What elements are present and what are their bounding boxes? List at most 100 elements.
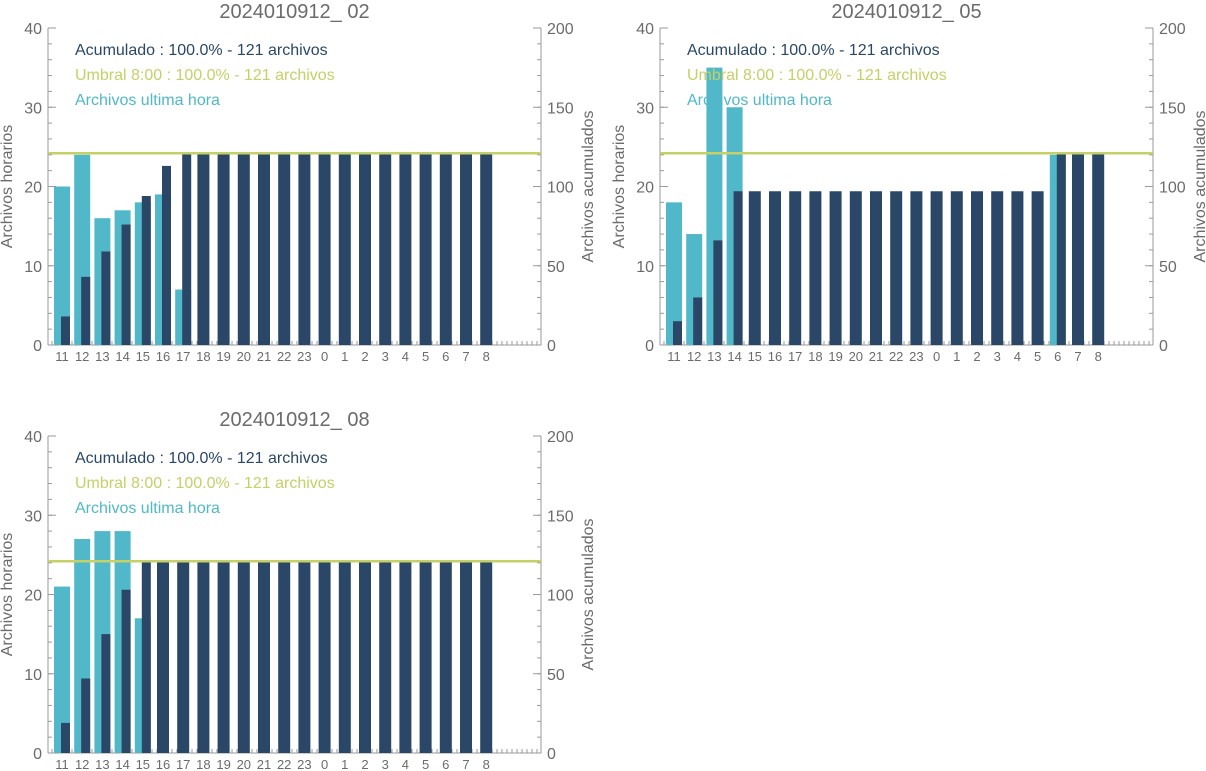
cumulative-bar bbox=[217, 153, 230, 345]
x-tick-label: 13 bbox=[707, 349, 721, 364]
cumulative-bar bbox=[81, 678, 91, 753]
cumulative-bar bbox=[480, 153, 493, 345]
x-tick-label: 23 bbox=[909, 349, 923, 364]
right-tick-label: 150 bbox=[547, 100, 574, 117]
x-tick-label: 6 bbox=[442, 757, 449, 771]
left-tick-label: 20 bbox=[24, 588, 42, 605]
x-tick-label: 21 bbox=[869, 349, 883, 364]
x-tick-label: 3 bbox=[994, 349, 1001, 364]
x-tick-label: 20 bbox=[849, 349, 863, 364]
x-tick-label: 15 bbox=[748, 349, 762, 364]
cumulative-bar bbox=[673, 321, 682, 345]
x-tick-label: 12 bbox=[75, 349, 89, 364]
x-tick-label: 0 bbox=[321, 757, 328, 771]
right-tick-label: 100 bbox=[547, 588, 574, 605]
left-tick-label: 0 bbox=[33, 338, 42, 355]
cumulative-bar bbox=[101, 634, 111, 753]
cumulative-bar bbox=[460, 153, 472, 345]
cumulative-bar bbox=[930, 191, 943, 345]
chart-title: 2024010912_ 05 bbox=[831, 1, 981, 23]
x-tick-label: 8 bbox=[483, 757, 490, 771]
hourly-bar bbox=[54, 186, 70, 345]
cumulative-bar bbox=[141, 196, 151, 345]
x-tick-label: 19 bbox=[828, 349, 842, 364]
cumulative-bar bbox=[217, 561, 230, 753]
x-tick-label: 3 bbox=[382, 757, 389, 771]
x-tick-label: 7 bbox=[1074, 349, 1081, 364]
x-tick-label: 23 bbox=[297, 757, 311, 771]
cumulative-bar bbox=[197, 561, 210, 753]
x-tick-label: 16 bbox=[156, 349, 170, 364]
x-tick-label: 16 bbox=[156, 757, 170, 771]
x-tick-label: 19 bbox=[216, 349, 230, 364]
legend-entry-cumulative: Acumulado : 100.0% - 121 archivos bbox=[75, 42, 328, 59]
x-tick-label: 6 bbox=[1054, 349, 1061, 364]
cumulative-bar bbox=[318, 153, 331, 345]
cumulative-bar bbox=[61, 316, 70, 345]
x-tick-label: 4 bbox=[402, 349, 409, 364]
cumulative-bar bbox=[298, 153, 311, 345]
cumulative-bar bbox=[829, 191, 842, 345]
x-tick-label: 8 bbox=[483, 349, 490, 364]
cumulative-bar bbox=[439, 153, 452, 345]
chart-3: 2024010912_ 08010203040050100150200Archi… bbox=[0, 409, 597, 771]
right-tick-label: 100 bbox=[1159, 180, 1186, 197]
legend-entry-hourly: Archivos ultima hora bbox=[687, 92, 832, 109]
cumulative-bar bbox=[338, 561, 351, 753]
x-tick-label: 3 bbox=[382, 349, 389, 364]
cumulative-bar bbox=[379, 561, 392, 753]
x-tick-label: 16 bbox=[768, 349, 782, 364]
x-tick-label: 17 bbox=[176, 349, 190, 364]
x-tick-label: 22 bbox=[277, 349, 291, 364]
x-tick-label: 14 bbox=[115, 757, 129, 771]
legend-entry-threshold: Umbral 8:00 : 100.0% - 121 archivos bbox=[687, 67, 947, 84]
left-tick-label: 40 bbox=[636, 21, 654, 38]
x-tick-label: 1 bbox=[341, 757, 348, 771]
x-tick-label: 5 bbox=[1034, 349, 1041, 364]
left-tick-label: 10 bbox=[24, 259, 42, 276]
cumulative-bar bbox=[1092, 153, 1105, 345]
left-tick-label: 40 bbox=[24, 429, 42, 446]
x-tick-label: 4 bbox=[1014, 349, 1021, 364]
cumulative-bar bbox=[748, 191, 761, 345]
right-tick-label: 150 bbox=[547, 508, 574, 525]
right-axis-label: Archivos acumulados bbox=[580, 110, 597, 262]
left-tick-label: 30 bbox=[24, 100, 42, 117]
left-tick-label: 30 bbox=[24, 508, 42, 525]
legend-entry-cumulative: Acumulado : 100.0% - 121 archivos bbox=[75, 450, 328, 467]
legend-entry-hourly: Archivos ultima hora bbox=[75, 500, 220, 517]
cumulative-bar bbox=[890, 191, 903, 345]
cumulative-bar bbox=[439, 561, 452, 753]
legend-entry-hourly: Archivos ultima hora bbox=[75, 92, 220, 109]
x-tick-label: 11 bbox=[55, 349, 69, 364]
x-tick-label: 11 bbox=[55, 757, 69, 771]
cumulative-bar bbox=[359, 561, 371, 753]
cumulative-bar bbox=[177, 561, 190, 753]
cumulative-bar bbox=[237, 561, 250, 753]
cumulative-bar bbox=[157, 561, 169, 753]
cumulative-bar bbox=[258, 153, 270, 345]
cumulative-bar bbox=[359, 153, 371, 345]
left-tick-label: 10 bbox=[24, 667, 42, 684]
chart-title: 2024010912_ 02 bbox=[219, 1, 369, 23]
x-tick-label: 7 bbox=[462, 349, 469, 364]
left-tick-label: 20 bbox=[24, 180, 42, 197]
legend-entry-threshold: Umbral 8:00 : 100.0% - 121 archivos bbox=[75, 475, 335, 492]
x-tick-label: 21 bbox=[257, 349, 271, 364]
chart-title: 2024010912_ 08 bbox=[219, 409, 369, 431]
x-tick-label: 17 bbox=[176, 757, 190, 771]
right-tick-label: 50 bbox=[547, 667, 565, 684]
cumulative-bar bbox=[419, 153, 432, 345]
x-tick-label: 22 bbox=[277, 757, 291, 771]
x-tick-label: 18 bbox=[196, 349, 210, 364]
x-tick-label: 8 bbox=[1095, 349, 1102, 364]
chart-1: 2024010912_ 02010203040050100150200Archi… bbox=[0, 1, 597, 364]
x-tick-label: 5 bbox=[422, 757, 429, 771]
cumulative-bar bbox=[1072, 153, 1084, 345]
cumulative-bar bbox=[769, 191, 781, 345]
right-axis-label: Archivos acumulados bbox=[1192, 110, 1206, 262]
left-tick-label: 30 bbox=[636, 100, 654, 117]
cumulative-bar bbox=[849, 191, 862, 345]
left-tick-label: 40 bbox=[24, 21, 42, 38]
right-tick-label: 0 bbox=[547, 746, 556, 763]
